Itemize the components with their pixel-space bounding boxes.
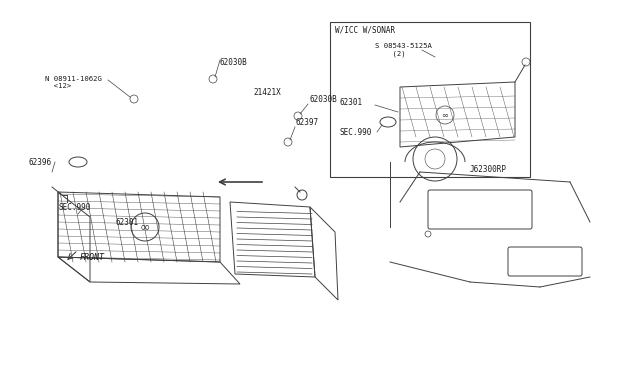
Text: N 08911-1062G
  <12>: N 08911-1062G <12> <box>45 76 102 89</box>
Text: 62030B: 62030B <box>310 94 338 103</box>
Text: ∞: ∞ <box>442 110 449 119</box>
Text: S 08543-5125A
    (2): S 08543-5125A (2) <box>375 43 432 57</box>
Bar <box>330 22 530 177</box>
Text: SEC.990: SEC.990 <box>58 202 90 212</box>
Text: W/ICC W/SONAR: W/ICC W/SONAR <box>335 26 395 35</box>
Text: 62030B: 62030B <box>220 58 248 67</box>
Text: 62397: 62397 <box>296 118 319 126</box>
Text: J62300RP: J62300RP <box>470 164 507 173</box>
Text: 62301: 62301 <box>115 218 138 227</box>
Text: 62396: 62396 <box>28 157 51 167</box>
Text: 62301: 62301 <box>340 97 363 106</box>
Text: ∞: ∞ <box>140 221 150 234</box>
Text: SEC.990: SEC.990 <box>340 128 372 137</box>
Text: FRONT: FRONT <box>80 253 105 262</box>
Text: 21421X: 21421X <box>253 87 281 96</box>
